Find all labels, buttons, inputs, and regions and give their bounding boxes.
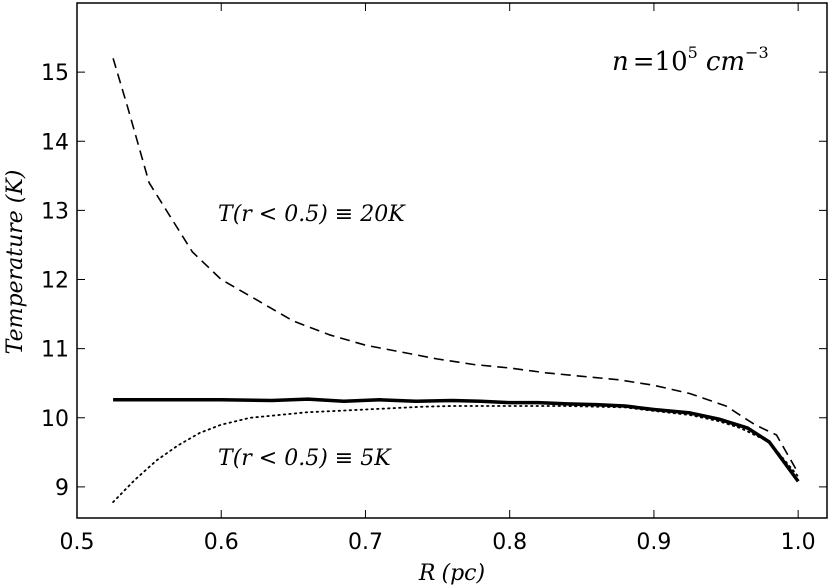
- upper-annot-T: T: [218, 202, 235, 227]
- ticks-layer: 0.5 0.6 0.7 0.8 0.9 1.0 9 10 11 12 13 14 15: [41, 3, 827, 555]
- y-tick-label: 11: [41, 338, 69, 363]
- x-tick-label: 1.0: [781, 530, 816, 555]
- x-tick-label: 0.6: [204, 530, 239, 555]
- x-tick-label: 0.9: [636, 530, 671, 555]
- x-axis-label-unit: (pc): [442, 561, 486, 585]
- lower-annot-cond: (r < 0.5) ≡ 5K: [233, 446, 393, 471]
- y-tick-label: 9: [55, 476, 69, 501]
- density-exp: 5: [688, 43, 698, 62]
- y-tick-label: 14: [41, 130, 69, 155]
- x-axis-label: R (pc): [418, 561, 485, 585]
- density-n: n: [612, 47, 629, 77]
- x-tick-label: 0.8: [492, 530, 527, 555]
- series-layer: [112, 58, 800, 504]
- x-tick-label: 0.5: [60, 530, 95, 555]
- density-eq: =10: [633, 47, 688, 77]
- lower-annot-T: T: [218, 446, 235, 471]
- upper-annot-cond: (r < 0.5) ≡ 20K: [233, 202, 407, 227]
- y-tick-label: 15: [41, 61, 69, 86]
- y-axis-label: Temperature (K): [3, 170, 28, 355]
- upper-curve-annotation: T(r < 0.5) ≡ 20K: [218, 202, 406, 227]
- series-line-dashed: [112, 58, 799, 474]
- series-line-solid: [113, 397, 800, 483]
- series-line-dotted: [112, 405, 800, 504]
- y-tick-label: 10: [41, 407, 69, 432]
- plot-area: [76, 2, 828, 519]
- plot-frame: [76, 2, 828, 519]
- x-axis-label-var: R: [418, 561, 436, 585]
- density-unit: cm: [706, 47, 745, 77]
- x-tick-label: 0.7: [348, 530, 383, 555]
- density-annotation: n =105 cm−3: [612, 43, 769, 77]
- lower-curve-annotation: T(r < 0.5) ≡ 5K: [218, 446, 392, 471]
- y-tick-label: 12: [41, 269, 69, 294]
- density-unit-exp: −3: [745, 43, 769, 62]
- y-tick-label: 13: [41, 199, 69, 224]
